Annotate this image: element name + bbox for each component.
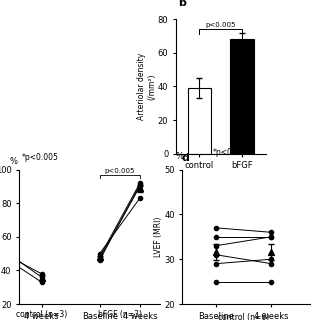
Text: p<0.005: p<0.005 [206,22,236,28]
Text: *p<0.0: *p<0.0 [213,148,240,157]
Text: %: % [10,157,18,166]
Text: *p<0.005: *p<0.005 [21,153,58,162]
X-axis label: border zone: border zone [196,176,246,185]
Text: p<0.005: p<0.005 [105,168,135,174]
Text: bFGF (n=3): bFGF (n=3) [98,310,142,319]
Bar [188,88,211,154]
Y-axis label: LVEF (MRI): LVEF (MRI) [154,217,163,257]
Text: d: d [181,153,189,163]
Text: control (n=3): control (n=3) [16,310,67,319]
Text: %: % [175,152,183,161]
Text: control (n=6): control (n=6) [218,313,269,320]
Y-axis label: Arteriolar density
(/mm²): Arteriolar density (/mm²) [137,53,156,120]
Text: b: b [178,0,186,8]
Bar [230,39,254,154]
